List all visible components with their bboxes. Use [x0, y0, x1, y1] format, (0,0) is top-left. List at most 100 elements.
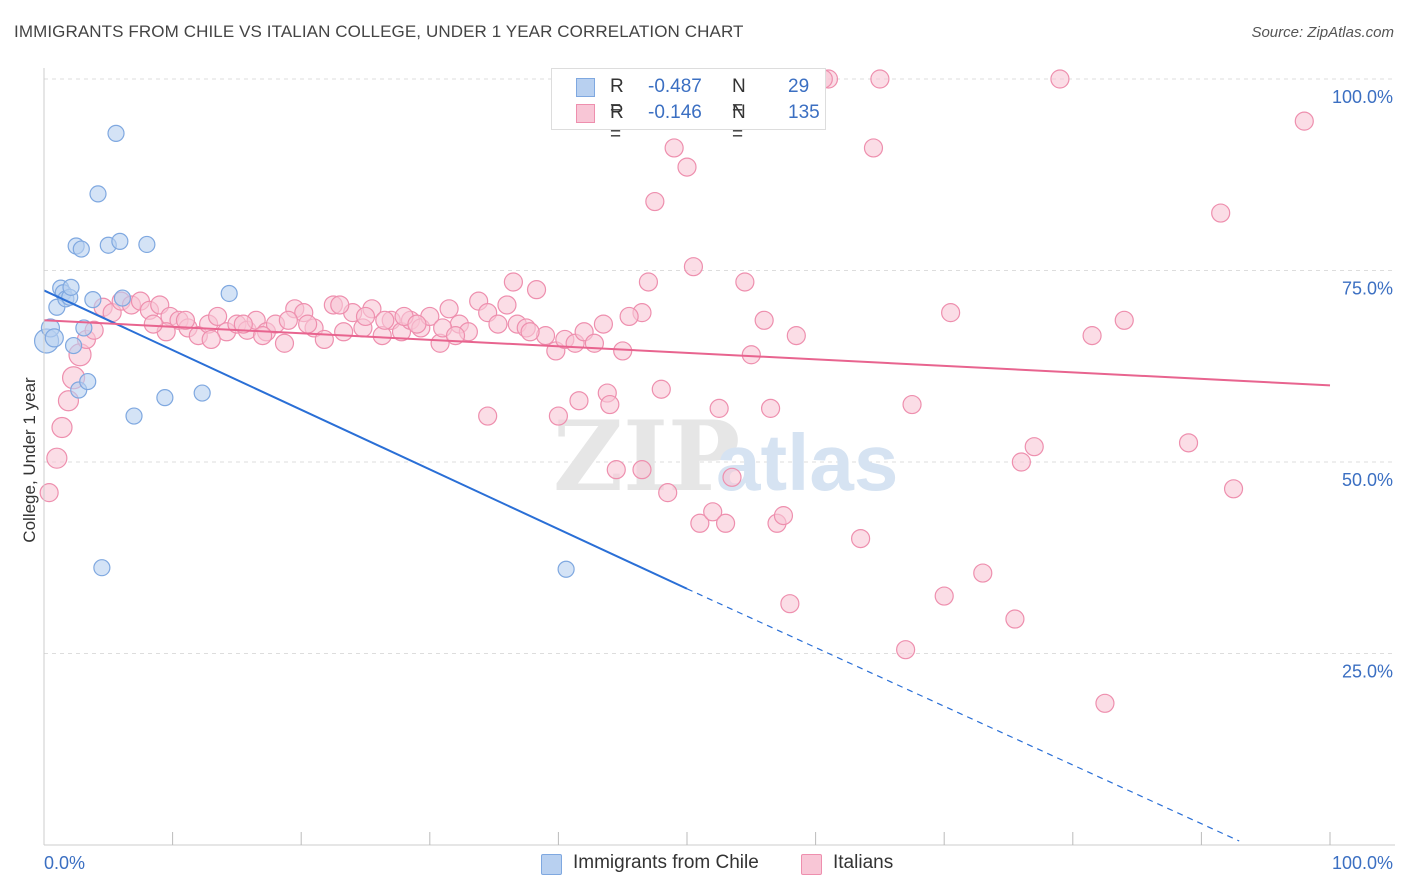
italian-point	[201, 329, 221, 350]
trend-layer	[43, 289, 1331, 842]
italian-point	[851, 528, 871, 549]
chile-point	[93, 559, 111, 577]
legend-swatch-chile	[576, 78, 595, 97]
italian-point	[175, 310, 196, 330]
italian-point	[1082, 326, 1102, 346]
y-tick-label: 25.0%	[1342, 662, 1393, 682]
italian-point	[786, 326, 806, 346]
chile-point	[111, 232, 129, 250]
italian-point	[1005, 609, 1025, 629]
italian-point	[503, 272, 523, 292]
y-tick-label: 50.0%	[1342, 470, 1393, 490]
italian-point	[870, 69, 890, 89]
italian-point	[548, 406, 569, 426]
italian-point	[488, 314, 508, 334]
italian-point	[593, 314, 614, 334]
italian-point	[709, 398, 729, 418]
chile-point	[193, 384, 211, 402]
italian-point	[1024, 437, 1044, 457]
italian-point	[1211, 203, 1231, 223]
italian-point	[46, 447, 68, 469]
italian-point	[1294, 111, 1314, 131]
chile-point	[113, 289, 132, 307]
chile-point	[44, 328, 64, 348]
italian-point	[1095, 693, 1115, 713]
italian-point	[1178, 433, 1199, 453]
chile-point	[220, 284, 238, 303]
italian-trend-line	[43, 319, 1331, 387]
chile-point	[64, 336, 83, 355]
x-tick-label: 0.0%	[44, 853, 85, 873]
italian-point	[780, 594, 800, 614]
italian-point	[941, 303, 961, 323]
stats-legend: R = -0.487 N = 29 R = -0.146 N = 135	[551, 68, 826, 145]
italian-point	[613, 341, 633, 361]
chile-point	[89, 185, 107, 203]
axis-layer: 25.0% 50.0% 75.0% 100.0% 0.0% 100.0%	[43, 68, 1395, 873]
legend-r-value: -0.146	[648, 102, 702, 123]
chile-point	[72, 240, 90, 258]
legend-n-value: 29	[788, 76, 810, 97]
italian-point	[863, 138, 884, 158]
chile-point	[107, 124, 125, 142]
italian-point	[902, 394, 922, 415]
italian-point	[1223, 479, 1244, 499]
legend-n-value: 135	[788, 102, 820, 123]
italian-point	[715, 513, 736, 533]
chile-point	[62, 278, 80, 296]
chart-source: Source: ZipAtlas.com	[1251, 24, 1394, 41]
italian-point	[690, 513, 710, 533]
legend-label-chile: Immigrants from Chile	[573, 852, 759, 873]
italian-point	[143, 314, 163, 334]
italian-point	[407, 314, 427, 334]
italian-point	[1011, 452, 1031, 472]
watermark-atlas: atlas	[716, 418, 898, 507]
legend-swatch-chile	[541, 854, 562, 875]
italian-point	[645, 191, 665, 212]
y-axis-label: College, Under 1 year	[20, 377, 39, 543]
x-tick-label: 100.0%	[1332, 853, 1393, 873]
italian-point	[520, 322, 540, 342]
legend-label-italians: Italians	[833, 852, 894, 873]
italian-point	[683, 257, 704, 277]
italian-point	[760, 398, 781, 418]
y-tick-label: 100.0%	[1332, 87, 1393, 107]
legend-swatch-italians	[576, 104, 595, 123]
italian-point	[722, 467, 742, 487]
italian-point	[330, 295, 350, 315]
bottom-legend: Immigrants from Chile Italians	[0, 852, 1406, 878]
italian-point	[773, 506, 794, 526]
legend-n-label: N =	[732, 102, 746, 145]
y-tick-label: 75.0%	[1342, 279, 1393, 299]
chile-point	[557, 560, 575, 578]
italian-point	[233, 314, 253, 334]
italian-point	[632, 460, 652, 480]
legend-r-label: R =	[610, 76, 624, 119]
italian-point	[478, 406, 498, 426]
chile-point	[156, 389, 174, 407]
italian-point	[658, 483, 678, 503]
italian-point	[1050, 69, 1070, 89]
chile-point	[84, 291, 102, 309]
italian-point	[1114, 310, 1134, 330]
italian-point	[600, 394, 620, 415]
italian-point	[274, 333, 295, 353]
italian-point	[439, 299, 459, 319]
italian-point	[278, 310, 298, 330]
chile-point	[138, 235, 156, 254]
grid-layer	[44, 78, 1395, 654]
italian-point	[934, 586, 954, 606]
italian-point	[606, 460, 626, 480]
italian-point	[334, 322, 354, 342]
legend-n-label: N =	[732, 76, 746, 119]
legend-swatch-italians	[801, 854, 822, 875]
italian-point	[39, 483, 59, 503]
italian-point	[619, 306, 639, 327]
chile-point	[79, 372, 97, 391]
italian-point	[355, 306, 376, 327]
watermark: ZIP atlas	[553, 400, 898, 513]
italian-point	[703, 502, 723, 522]
chile-trend-extension	[686, 588, 1240, 842]
legend-r-value: -0.487	[648, 76, 702, 97]
italian-point	[584, 333, 605, 353]
